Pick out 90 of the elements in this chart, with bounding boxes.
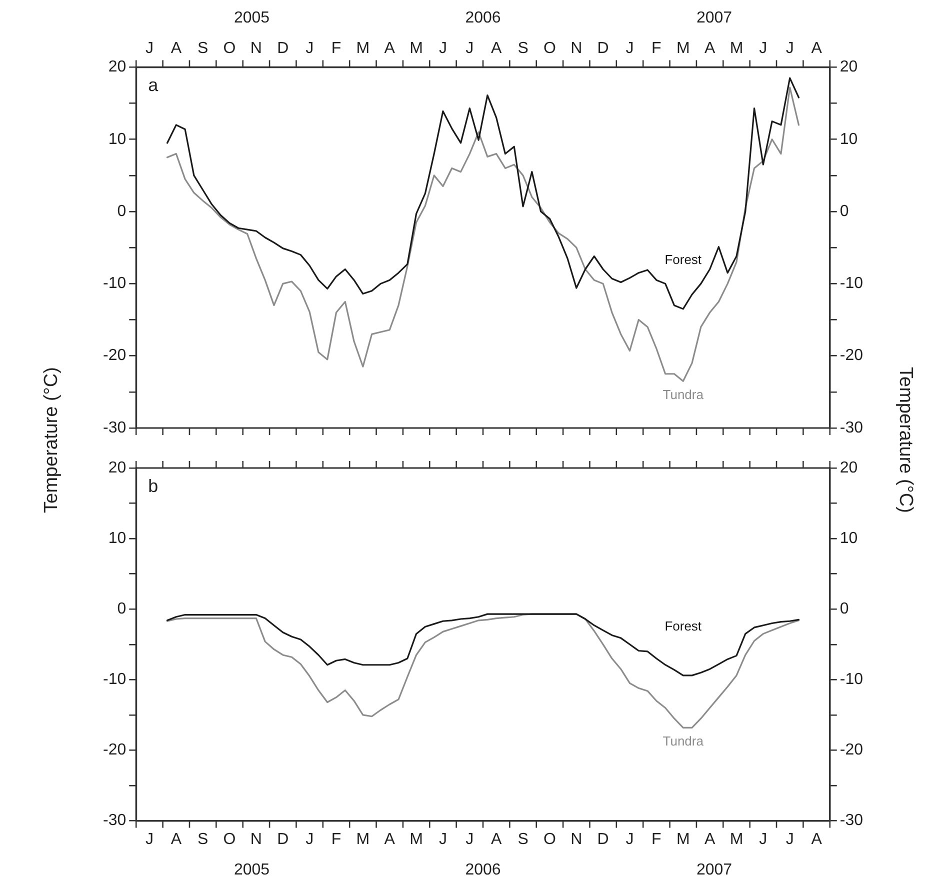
x-tick-label: A (384, 830, 396, 848)
x-tick-label: A (170, 830, 182, 848)
x-tick-label: M (356, 40, 370, 58)
y-tick-label: -30 (103, 419, 126, 436)
x-tick-label: N (250, 40, 262, 58)
y2-tick-label: 20 (840, 459, 858, 476)
y2-tick-label: 0 (840, 600, 849, 618)
x-tick-label: O (543, 40, 556, 58)
x-tick-label: S (518, 40, 528, 58)
x-tick-label: A (704, 40, 716, 58)
x-tick-label: O (223, 40, 236, 58)
x-tick-label: J (626, 40, 634, 58)
y2-tick-label: 10 (840, 530, 858, 547)
text: 2006 (465, 861, 501, 878)
x-tick-label: M (730, 830, 744, 848)
y2-tick-label: 10 (840, 130, 858, 148)
series-label: Tundra (662, 734, 704, 749)
x-tick-label: A (811, 830, 822, 848)
x-tick-label: O (223, 830, 236, 848)
x-tick-label: M (730, 40, 744, 58)
y-tick-label: -20 (103, 347, 126, 364)
series-label: Forest (664, 618, 702, 634)
x-tick-label: J (466, 40, 474, 58)
x-tick-label: F (331, 830, 342, 848)
x-tick-label: S (197, 830, 208, 848)
y-tick-label: 0 (117, 600, 126, 618)
series-label: Tundra (662, 387, 704, 402)
text: 2007 (696, 861, 732, 878)
x-tick-label: J (306, 830, 314, 848)
y-tick-label: -10 (103, 671, 126, 688)
x-tick-label: D (597, 830, 609, 848)
y-tick-label: 20 (108, 58, 126, 76)
series-label: Forest (664, 252, 702, 268)
x-tick-label: A (384, 40, 396, 58)
y-tick-label: 0 (117, 202, 126, 220)
x-tick-label: J (306, 40, 314, 58)
y-tick-label: 10 (108, 530, 126, 547)
text: 2006 (465, 9, 501, 26)
x-tick-label: D (277, 40, 289, 58)
x-tick-label: J (466, 830, 474, 848)
x-tick-label: N (250, 830, 262, 848)
x-tick-label: N (570, 40, 582, 58)
x-tick-label: F (652, 40, 662, 58)
x-tick-label: A (491, 40, 502, 58)
y2-tick-label: -10 (840, 671, 864, 688)
x-tick-label: M (410, 40, 423, 58)
y2-tick-label: -30 (840, 812, 864, 830)
y-tick-label: -20 (103, 742, 126, 759)
y2-tick-label: -30 (840, 419, 864, 436)
y2-tick-label: -20 (840, 742, 864, 759)
y-tick-label: 20 (108, 459, 126, 476)
x-tick-label: S (197, 40, 208, 58)
x-tick-label: M (410, 830, 423, 848)
y2-tick-label: -20 (840, 347, 864, 364)
y2-axis-title: Temperature (°C) (894, 367, 916, 513)
text: 2005 (234, 9, 270, 26)
y-axis-title: Temperature (°C) (41, 367, 63, 513)
x-tick-label: J (626, 830, 634, 848)
y-tick-label: -10 (103, 275, 126, 292)
annotation: a (148, 75, 160, 96)
x-tick-label: J (438, 40, 447, 58)
annotation: b (148, 476, 158, 496)
x-tick-label: J (759, 830, 768, 848)
x-tick-label: A (704, 830, 716, 848)
y-tick-label: -30 (103, 812, 126, 830)
x-tick-label: O (543, 830, 556, 848)
x-tick-label: J (145, 830, 154, 848)
y2-tick-label: 0 (840, 202, 849, 220)
y2-tick-label: -10 (840, 275, 864, 292)
x-tick-label: M (356, 830, 370, 848)
x-tick-label: J (786, 40, 794, 58)
x-tick-label: A (811, 40, 822, 58)
x-tick-label: J (438, 830, 447, 848)
y-tick-label: 10 (108, 130, 126, 148)
x-tick-label: N (570, 830, 582, 848)
x-tick-label: J (786, 830, 794, 848)
x-tick-label: D (597, 40, 609, 58)
text: 2005 (234, 861, 270, 878)
x-tick-label: M (676, 40, 690, 58)
x-tick-label: F (331, 40, 342, 58)
x-tick-label: A (170, 40, 182, 58)
x-tick-label: J (145, 40, 154, 58)
text: 2007 (696, 9, 732, 26)
x-tick-label: S (518, 830, 528, 848)
y2-tick-label: 20 (840, 58, 858, 76)
x-tick-label: J (759, 40, 768, 58)
x-tick-label: A (491, 830, 502, 848)
x-tick-label: M (676, 830, 690, 848)
x-tick-label: F (652, 830, 662, 848)
x-tick-label: D (277, 830, 289, 848)
